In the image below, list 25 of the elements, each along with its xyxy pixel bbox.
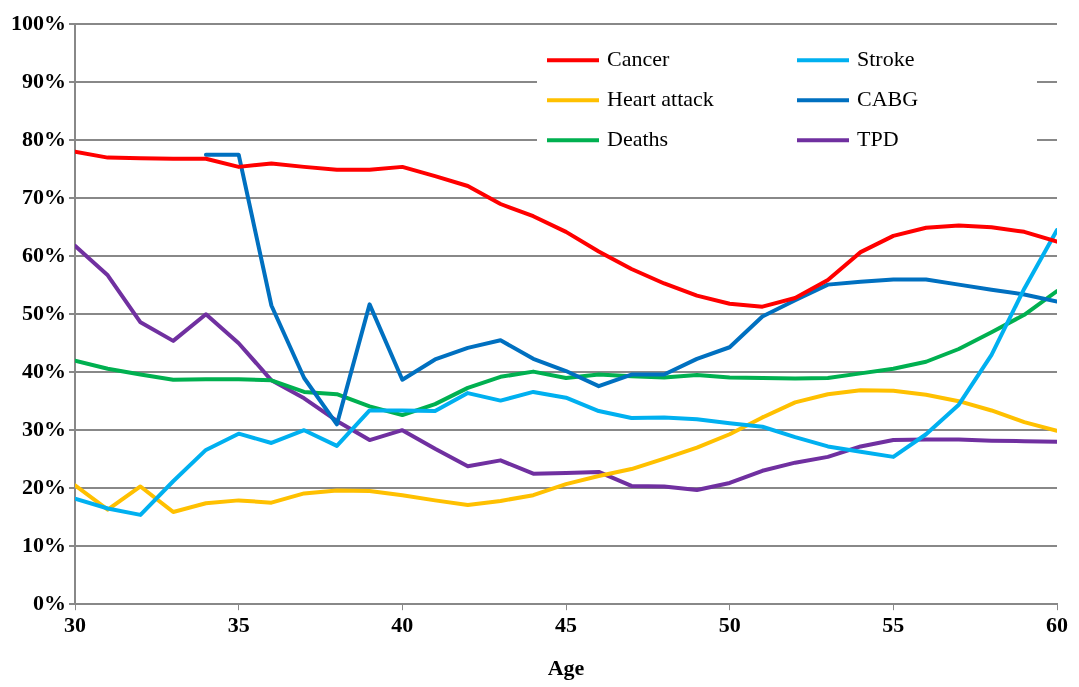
legend-label: CABG (857, 85, 919, 111)
y-tick-label: 20% (22, 473, 66, 499)
y-tick-label: 50% (22, 299, 66, 325)
y-tick-label: 60% (22, 241, 66, 267)
x-tick-label: 55 (882, 612, 905, 638)
legend-label: Deaths (607, 125, 669, 151)
legend-label: Heart attack (607, 85, 714, 111)
legend-label: Stroke (857, 45, 915, 71)
y-tick-label: 30% (22, 415, 66, 441)
x-tick-label: 50 (718, 612, 741, 638)
x-tick-label: 45 (555, 612, 577, 638)
y-tick-label: 100% (11, 9, 66, 35)
y-tick-label: 90% (22, 67, 66, 93)
y-tick-label: 70% (22, 183, 66, 209)
x-axis-title: Age (547, 655, 585, 681)
x-tick-label: 60 (1046, 612, 1068, 638)
y-tick-label: 0% (33, 589, 66, 615)
y-tick-label: 80% (22, 125, 66, 151)
y-tick-label: 40% (22, 357, 66, 383)
x-tick-label: 30 (64, 612, 86, 638)
x-tick-label: 40 (391, 612, 414, 638)
legend-label: Cancer (607, 45, 670, 71)
y-tick-label: 10% (22, 531, 66, 557)
x-tick-label: 35 (227, 612, 250, 638)
legend-label: TPD (857, 125, 899, 151)
